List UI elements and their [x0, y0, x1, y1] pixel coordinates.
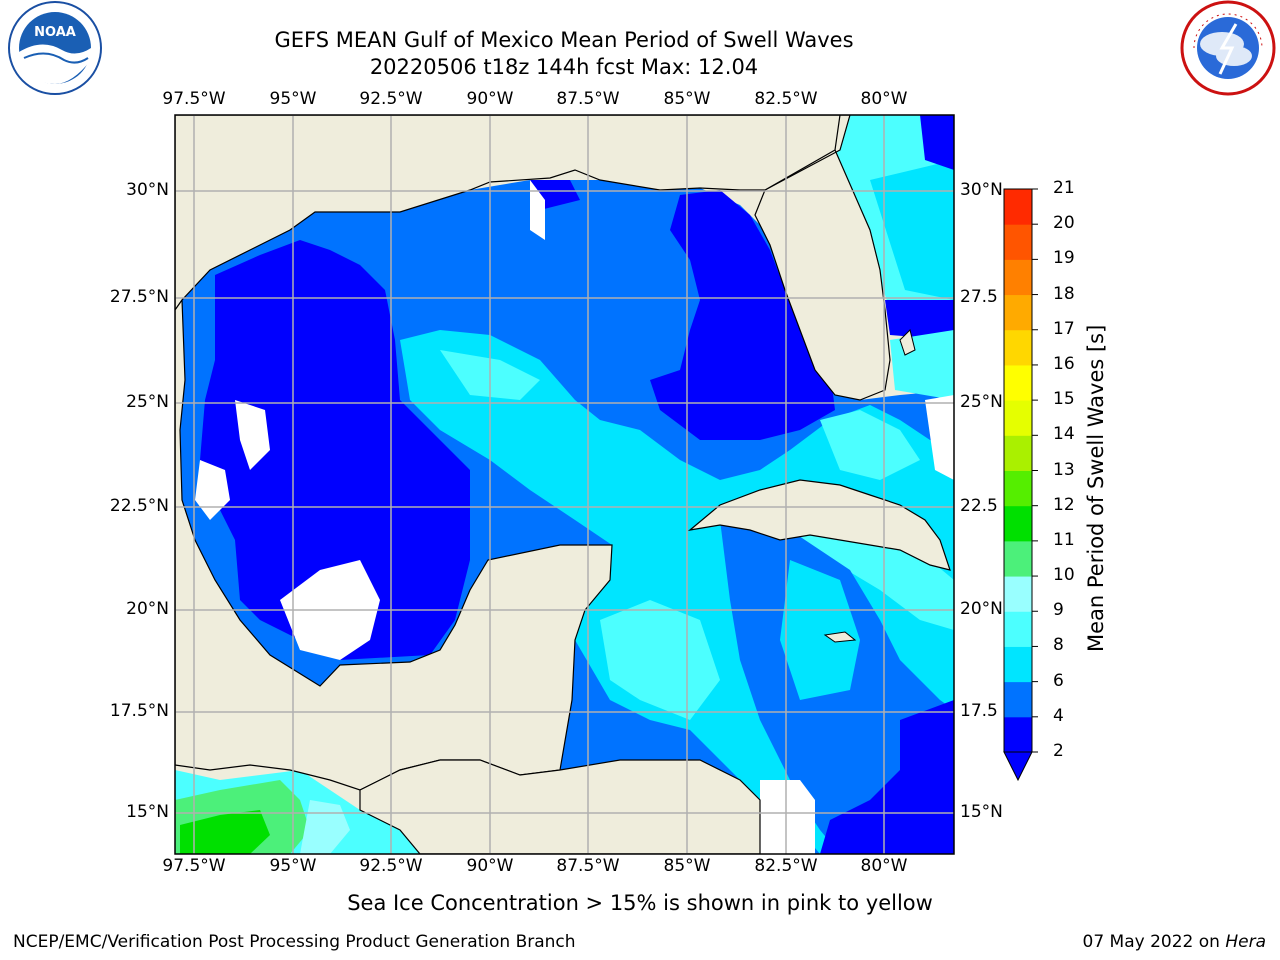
- lat-label-right: 25°N: [960, 392, 1003, 412]
- colorbar-label: Mean Period of Swell Waves [s]: [1084, 324, 1108, 652]
- colorbar-segment: [1004, 364, 1032, 401]
- colorbar-extend-arrow: [1003, 751, 1033, 782]
- colorbar-segment: [1004, 505, 1032, 542]
- dark-blue-east: [650, 190, 835, 440]
- map-subtitle: 20220506 t18z 144h fcst Max: 12.04: [369, 55, 759, 79]
- us-land: [175, 115, 841, 312]
- colorbar-segment: [1004, 224, 1032, 260]
- footer-machine: Hera: [1225, 932, 1266, 952]
- colorbar-tick-label: 15: [1053, 389, 1075, 410]
- lat-label-left: 17.5°N: [109, 701, 169, 721]
- colorbar-tick-label: 18: [1053, 283, 1075, 304]
- footer-date: 07 May 2022 on Hera: [1083, 932, 1267, 952]
- lon-label-bottom: 82.5°W: [754, 856, 818, 876]
- lon-label-top: 92.5°W: [359, 89, 423, 109]
- colorbar-segment: [1004, 294, 1032, 331]
- footer-date-text: 07 May 2022 on: [1082, 932, 1226, 952]
- lon-label-top: 87.5°W: [556, 89, 620, 109]
- colorbar-tick-label: 12: [1053, 494, 1075, 515]
- colorbar-segment: [1004, 611, 1032, 647]
- lon-label-top: 85°W: [663, 89, 711, 109]
- colorbar-tick-label: 17: [1053, 318, 1075, 339]
- lat-label-right: 30°N: [960, 180, 1003, 200]
- colorbar-tick-label: 21: [1053, 178, 1075, 198]
- lon-label-bottom: 92.5°W: [359, 856, 423, 876]
- lon-label-top: 82.5°W: [754, 89, 818, 109]
- graticule: [175, 115, 954, 854]
- colorbar-tick-label: 20: [1053, 213, 1075, 234]
- colorbar-segment: [1004, 400, 1032, 436]
- florida-land: [754, 115, 891, 401]
- lon-label-bottom: 85°W: [663, 856, 711, 876]
- colorbar-segment: [1004, 716, 1032, 753]
- lon-label-bottom: 95°W: [269, 856, 317, 876]
- map-frame: [174, 114, 955, 855]
- lon-label-bottom: 80°W: [860, 856, 908, 876]
- colorbar-tick-label: 19: [1053, 248, 1075, 269]
- lat-label-right: 17.5: [960, 701, 998, 721]
- nws-logo: [1180, 0, 1276, 96]
- lon-label-bottom: 87.5°W: [556, 856, 620, 876]
- lon-label-top: 90°W: [466, 89, 514, 109]
- colorbar-segment: [1004, 646, 1032, 683]
- colorbar: [1003, 188, 1038, 782]
- lat-label-right: 20°N: [960, 599, 1003, 619]
- colorbar-tick-label: 6: [1053, 670, 1064, 691]
- colorbar-segment: [1004, 329, 1032, 366]
- noaa-logo: NOAA: [8, 1, 102, 95]
- noaa-logo-text: NOAA: [34, 25, 76, 40]
- lon-label-top: 97.5°W: [162, 89, 226, 109]
- sea-ice-note-text: Sea Ice Concentration > 15% is shown in …: [347, 891, 933, 915]
- colorbar-tick-label: 16: [1053, 353, 1075, 374]
- colorbar-segment: [1004, 189, 1032, 225]
- colorbar-tick-label: 13: [1053, 459, 1075, 480]
- lon-label-bottom: 90°W: [466, 856, 514, 876]
- colorbar-tick-label: 2: [1053, 741, 1064, 761]
- mexico-land: [175, 298, 613, 791]
- map-title: GEFS MEAN Gulf of Mexico Mean Period of …: [274, 28, 854, 52]
- lat-label-right: 15°N: [960, 802, 1003, 822]
- colorbar-segment: [1004, 681, 1032, 718]
- colorbar-segment: [1004, 540, 1032, 577]
- lat-label-left: 22.5°N: [109, 496, 169, 516]
- colorbar-tick-label: 10: [1053, 565, 1075, 586]
- lat-label-right: 27.5: [960, 287, 998, 307]
- lat-label-left: 27.5°N: [109, 287, 169, 307]
- colorbar-segment: [1004, 576, 1032, 612]
- lon-label-bottom: 97.5°W: [162, 856, 226, 876]
- colorbar-tick-label: 4: [1053, 705, 1064, 726]
- colorbar-tick-label: 8: [1053, 635, 1064, 656]
- lat-label-left: 25°N: [126, 392, 169, 412]
- dark-blue-west: [200, 240, 470, 660]
- lat-label-left: 30°N: [126, 180, 169, 200]
- colorbar-tick-label: 9: [1053, 600, 1064, 621]
- colorbar-segment: [1004, 259, 1032, 296]
- colorbar-tick-label: 14: [1053, 424, 1075, 445]
- cuba-land: [687, 479, 951, 571]
- lon-label-top: 95°W: [269, 89, 317, 109]
- lat-label-right: 22.5: [960, 496, 998, 516]
- colorbar-segment: [1004, 470, 1032, 507]
- lon-label-top: 80°W: [860, 89, 908, 109]
- colorbar-segment: [1004, 435, 1032, 471]
- lat-label-left: 15°N: [126, 802, 169, 822]
- sea-ice-note: Sea Ice Concentration > 15% is shown in …: [0, 891, 1280, 915]
- central-america-land: [359, 759, 761, 854]
- footer-credit: NCEP/EMC/Verification Post Processing Pr…: [13, 932, 576, 952]
- lat-label-left: 20°N: [126, 599, 169, 619]
- colorbar-tick-label: 11: [1053, 529, 1075, 550]
